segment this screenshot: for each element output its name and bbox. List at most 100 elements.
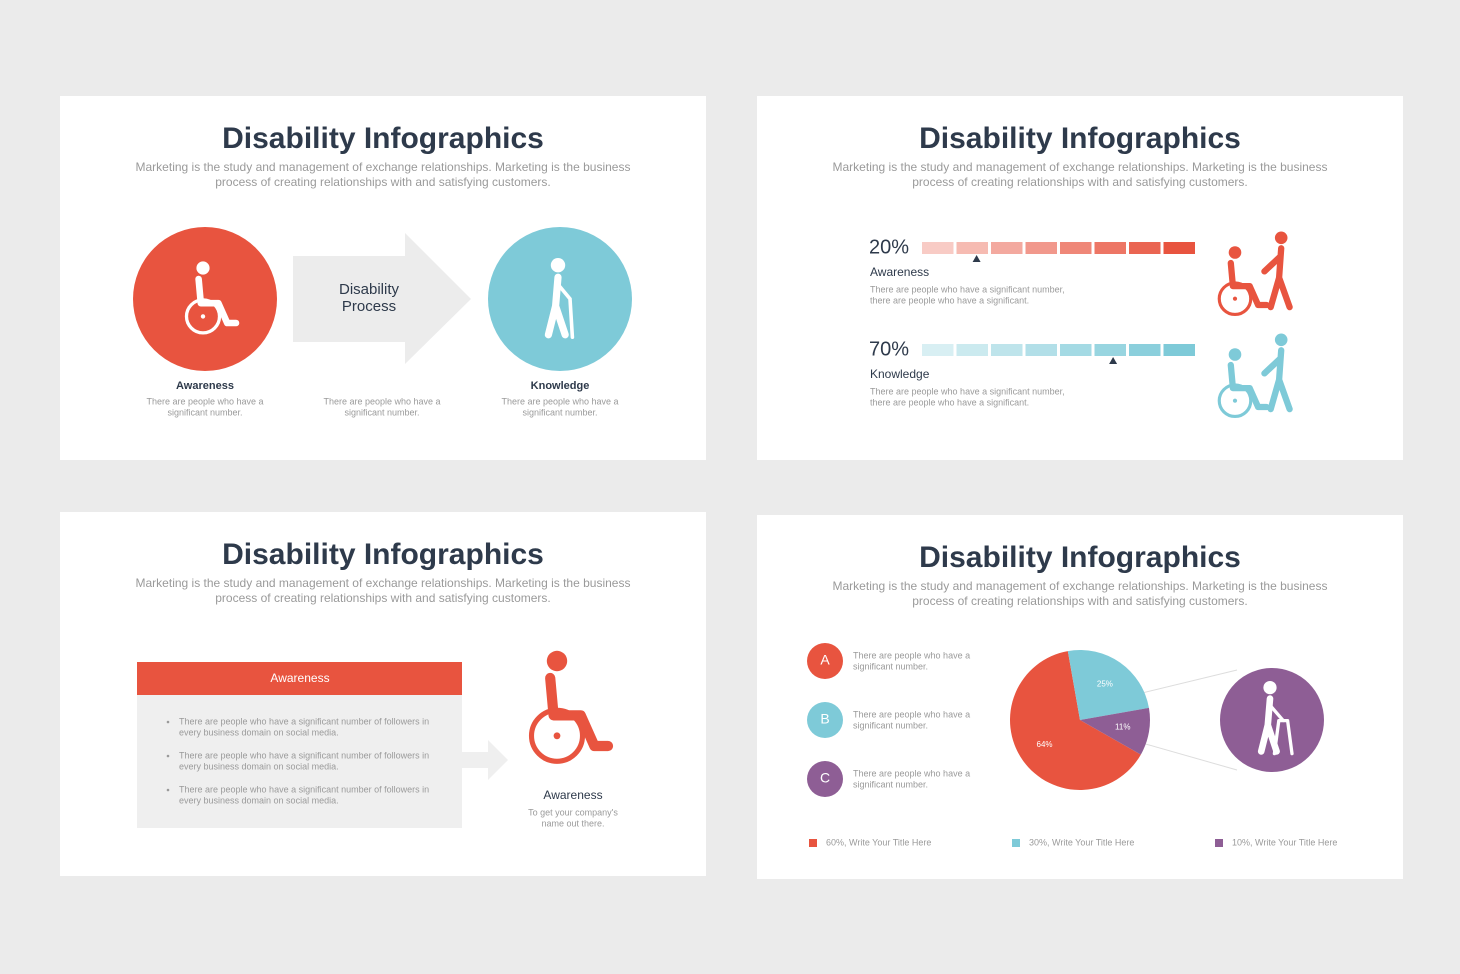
legend-text: 10%, Write Your Title Here	[1232, 837, 1337, 847]
slide-subtitle: Marketing is the study and management of…	[136, 160, 631, 174]
progress-value: 20%	[869, 236, 909, 258]
icon-body	[545, 672, 614, 752]
icon-text: name out there.	[541, 818, 604, 828]
legend-swatch	[1012, 839, 1020, 847]
progress-segment	[1129, 242, 1161, 254]
icon-hub	[1232, 398, 1238, 403]
icon-body	[195, 275, 240, 327]
box-header-bg	[137, 662, 462, 695]
bullet-text: There are people who have a significant …	[179, 784, 429, 794]
arrow-label: Process	[342, 298, 396, 315]
slide-background	[757, 96, 1403, 460]
icon-text: To get your company's	[528, 807, 618, 817]
item-circle	[807, 643, 843, 679]
item-circle	[807, 761, 843, 797]
icon-head	[550, 258, 566, 273]
icon-head	[1228, 246, 1242, 259]
progress-segment	[1163, 344, 1195, 356]
step-text: significant number.	[167, 407, 242, 417]
item-text: There are people who have a	[853, 768, 970, 778]
icon-body	[1261, 245, 1293, 311]
icon-head	[546, 650, 568, 672]
slide: Disability Infographics Marketing is the …	[60, 512, 706, 876]
step-text: significant number.	[344, 407, 419, 417]
progress-segment	[956, 344, 988, 356]
progress-segment	[1129, 344, 1161, 356]
slide-subtitle: process of creating relationships with a…	[215, 175, 551, 189]
icon-hub	[200, 314, 206, 319]
elderly-icon	[544, 258, 575, 340]
pie-slice	[1067, 650, 1149, 720]
icon-circle	[1220, 668, 1324, 772]
icon-wheel	[1217, 281, 1253, 317]
slide-title: Disability Infographics	[919, 541, 1241, 574]
progress-value: 70%	[869, 338, 909, 360]
icon-cane	[556, 282, 575, 340]
progress-segment	[991, 242, 1023, 254]
legend-swatch	[1215, 839, 1223, 847]
legend-swatch	[809, 839, 817, 847]
slide-subtitle: Marketing is the study and management of…	[136, 576, 631, 590]
item-circle	[807, 702, 843, 738]
icon-body	[1261, 347, 1293, 413]
slide-title: Disability Infographics	[222, 122, 544, 155]
progress-label: Awareness	[870, 265, 929, 279]
icon-wheel	[1217, 383, 1253, 419]
progress-text: there are people who have a significant.	[870, 295, 1029, 305]
bullet-dot	[166, 754, 170, 758]
bullet-text: There are people who have a significant …	[179, 716, 429, 726]
slide: Disability Infographics Marketing is the …	[757, 96, 1403, 460]
icon-head	[1274, 231, 1288, 245]
progress-segment	[1094, 344, 1126, 356]
bullet-text: every business domain on social media.	[179, 761, 339, 771]
icon-body	[1227, 361, 1270, 411]
step-text: There are people who have a	[146, 396, 263, 406]
connector	[1141, 669, 1238, 694]
item-text: significant number.	[853, 661, 928, 671]
box-header: Awareness	[270, 671, 329, 685]
slide-subtitle: Marketing is the study and management of…	[833, 579, 1328, 593]
progress-segment	[956, 242, 988, 254]
item-letter: B	[820, 711, 829, 727]
step-text: There are people who have a	[501, 396, 618, 406]
progress-label: Knowledge	[870, 367, 930, 381]
pie-label: 11%	[1115, 722, 1130, 731]
progress-marker	[1109, 357, 1118, 364]
wheelchair-icon	[528, 650, 614, 764]
icon-wheel	[528, 707, 586, 764]
progress-segment	[1163, 242, 1195, 254]
progress-segment	[991, 344, 1023, 356]
progress-text: There are people who have a significant …	[870, 386, 1065, 396]
arrow-label: Disability	[339, 281, 400, 298]
step-circle	[488, 227, 632, 371]
icon-label: Awareness	[543, 788, 602, 802]
step-label: Knowledge	[531, 380, 590, 392]
box-arrow	[462, 740, 508, 780]
slide-subtitle: process of creating relationships with a…	[215, 591, 551, 605]
pie-label: 25%	[1097, 680, 1113, 689]
slide: Disability Infographics Marketing is the …	[60, 96, 706, 460]
box-body	[137, 695, 462, 828]
elderly-icon	[1257, 681, 1294, 756]
progress-segment	[1025, 344, 1057, 356]
progress-segment	[922, 344, 954, 356]
step-text: significant number.	[522, 407, 597, 417]
legend-text: 30%, Write Your Title Here	[1029, 837, 1134, 847]
bullet-text: every business domain on social media.	[179, 795, 339, 805]
process-arrow	[293, 233, 471, 364]
wheelchair-icon	[184, 261, 240, 335]
slide-title: Disability Infographics	[222, 538, 544, 571]
icon-hub	[1232, 296, 1238, 301]
bullet-dot	[166, 720, 170, 724]
connector	[1141, 742, 1238, 771]
item-text: There are people who have a	[853, 709, 970, 719]
progress-text: There are people who have a significant …	[870, 284, 1065, 294]
icon-hub	[553, 732, 561, 740]
icon-body	[1227, 259, 1270, 309]
progress-marker	[972, 255, 981, 262]
step-text: There are people who have a	[323, 396, 440, 406]
pie-label: 64%	[1037, 740, 1053, 749]
slide-subtitle: Marketing is the study and management of…	[833, 160, 1328, 174]
